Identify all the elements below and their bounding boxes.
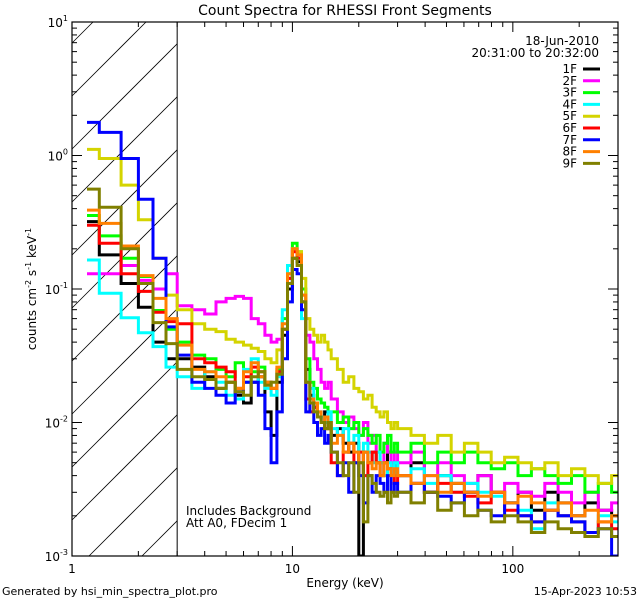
y-tick-label: 10-1 (45, 281, 68, 297)
y-tick-exponent: -1 (60, 281, 68, 290)
x-tick-label: 1 (68, 562, 76, 576)
y-label-exponent: -1 (24, 262, 33, 270)
x-axis-label: Energy (keV) (306, 576, 383, 590)
legend-label-4F: 4F (562, 97, 577, 111)
hatch-line (71, 255, 178, 362)
x-tick-labels: 1 10 100 (68, 562, 524, 576)
hatch-line (71, 361, 178, 468)
y-tick-exponent: -3 (60, 548, 68, 557)
y-label-exponent: -2 (24, 280, 33, 288)
series-group (87, 120, 618, 556)
x-tick-label: 10 (285, 562, 300, 576)
hatch-line (71, 308, 178, 415)
y-label-text: counts cm (25, 288, 39, 350)
y-label-text: keV (25, 235, 39, 262)
y-tick-exponent: -2 (60, 415, 68, 424)
legend-date: 18-Jun-2010 (525, 34, 599, 48)
legend-time-range: 20:31:00 to 20:32:00 (472, 46, 599, 60)
series-4F (87, 247, 618, 534)
hatch-line (71, 43, 178, 150)
hatch-line (88, 467, 178, 557)
y-label-exponent: -1 (24, 228, 33, 236)
y-tick-label: 10-2 (45, 415, 68, 431)
generated-by-text: Generated by hsi_min_spectra_plot.pro (2, 585, 218, 598)
legend-label-5F: 5F (562, 109, 577, 123)
hatch-line (71, 21, 94, 44)
axis-ticks (71, 21, 619, 557)
timestamp-text: 15-Apr-2023 10:53 (534, 585, 637, 598)
y-tick-base: 10 (48, 150, 63, 164)
legend-label-9F: 9F (562, 156, 577, 170)
chart-title: Count Spectra for RHESSI Front Segments (198, 3, 492, 19)
hatch-line (141, 520, 178, 557)
y-tick-exponent: 1 (63, 14, 68, 23)
y-tick-base: 10 (45, 550, 60, 564)
y-tick-label: 101 (48, 14, 68, 30)
series-5F (87, 147, 618, 485)
hatch-line (71, 21, 147, 97)
series-9F (87, 187, 618, 538)
hatch-line (71, 202, 178, 309)
y-tick-exponent: 0 (63, 148, 68, 157)
y-tick-label: 10-3 (45, 548, 68, 564)
y-tick-label: 100 (48, 148, 68, 164)
annotation-attenuator: Att A0, FDecim 1 (186, 516, 287, 530)
hatch-line (71, 149, 178, 256)
hatch-line (71, 96, 178, 203)
y-tick-base: 10 (45, 417, 60, 431)
legend-label-1F: 1F (562, 62, 577, 76)
y-tick-base: 10 (45, 283, 60, 297)
excluded-region-hatch (71, 21, 178, 557)
y-label-text: s (25, 270, 39, 280)
series-3F (87, 214, 618, 494)
legend-label-6F: 6F (562, 121, 577, 135)
hatch-line (71, 414, 178, 521)
legend-label-7F: 7F (562, 133, 577, 147)
y-axis-label: counts cm-2 s-1 keV-1 (24, 228, 39, 350)
y-tick-base: 10 (48, 16, 63, 30)
legend-label-2F: 2F (562, 74, 577, 88)
annotation-background: Includes Background (186, 504, 311, 518)
x-tick-label: 100 (501, 562, 524, 576)
legend-label-3F: 3F (562, 86, 577, 100)
legend: 18-Jun-2010 20:31:00 to 20:32:00 1F2F3F4… (472, 34, 600, 170)
legend-label-8F: 8F (562, 145, 577, 159)
